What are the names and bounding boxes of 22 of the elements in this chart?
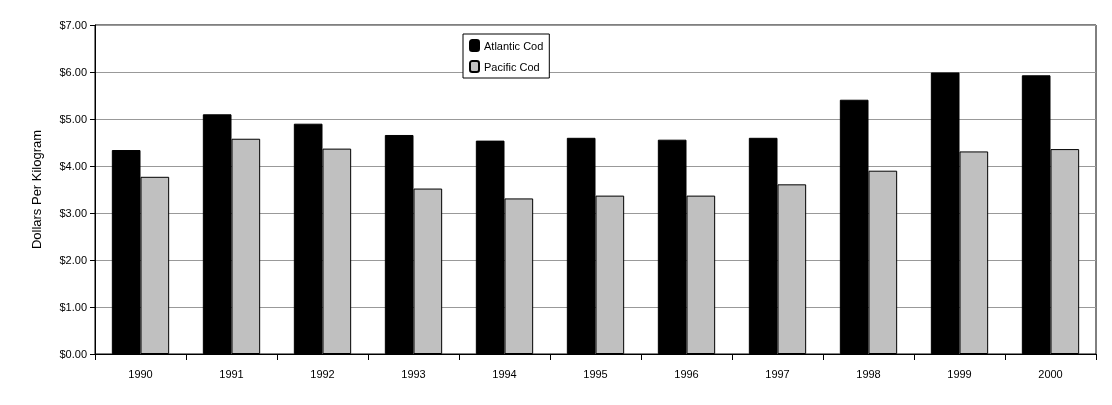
- x-tick-label: 1991: [219, 367, 244, 380]
- x-tick-label: 1994: [492, 367, 517, 380]
- y-tick-label: $7.00: [59, 19, 87, 31]
- x-tick-label: 1999: [947, 367, 972, 380]
- x-tick-label: 2000: [1038, 367, 1063, 380]
- x-tick-label: 1993: [401, 367, 426, 380]
- y-tick-label: $0.00: [59, 348, 87, 360]
- y-tick-label: $3.00: [59, 207, 87, 219]
- x-tick-label: 1992: [310, 367, 335, 380]
- x-tick-label: 1998: [856, 367, 881, 380]
- legend-label: Atlantic Cod: [484, 39, 544, 52]
- legend-label: Pacific Cod: [484, 60, 540, 73]
- x-tick-label: 1997: [765, 367, 790, 380]
- x-tick-label: 1996: [674, 367, 699, 380]
- x-tick-label: 1990: [128, 367, 153, 380]
- y-tick-label: $5.00: [59, 113, 87, 125]
- y-tick-label: $1.00: [59, 301, 87, 313]
- x-tick-label: 1995: [583, 367, 608, 380]
- y-tick-label: $2.00: [59, 254, 87, 266]
- y-axis-title: Dollars Per Kilogram: [29, 129, 44, 250]
- y-tick-label: $6.00: [59, 66, 87, 78]
- y-tick-label: $4.00: [59, 160, 87, 172]
